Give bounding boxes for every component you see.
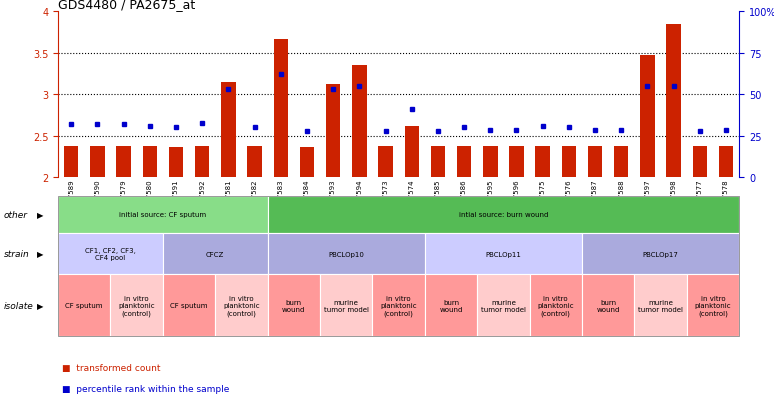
Bar: [483, 146, 498, 178]
Text: CF1, CF2, CF3,
CF4 pool: CF1, CF2, CF3, CF4 pool: [85, 247, 136, 261]
Text: intial source: burn wound: intial source: burn wound: [459, 212, 548, 218]
Text: PBCLOp11: PBCLOp11: [485, 251, 522, 257]
Text: CFCZ: CFCZ: [206, 251, 224, 257]
Bar: [169, 148, 183, 178]
Text: strain: strain: [4, 249, 29, 259]
Bar: [640, 56, 655, 178]
Bar: [221, 83, 235, 178]
Bar: [693, 146, 707, 178]
Text: CF sputum: CF sputum: [170, 303, 207, 309]
Bar: [326, 85, 341, 178]
Text: ■  percentile rank within the sample: ■ percentile rank within the sample: [62, 384, 229, 393]
Bar: [273, 40, 288, 178]
Text: ■  transformed count: ■ transformed count: [62, 363, 160, 373]
Text: murine
tumor model: murine tumor model: [324, 299, 368, 312]
Bar: [430, 146, 445, 178]
Text: in vitro
planktonic
(control): in vitro planktonic (control): [223, 295, 260, 316]
Bar: [352, 66, 367, 178]
Text: ▶: ▶: [37, 249, 43, 259]
Bar: [719, 146, 733, 178]
Bar: [666, 25, 681, 178]
Text: CF sputum: CF sputum: [66, 303, 103, 309]
Text: murine
tumor model: murine tumor model: [481, 299, 526, 312]
Text: in vitro
planktonic
(control): in vitro planktonic (control): [694, 295, 731, 316]
Text: other: other: [4, 210, 28, 219]
Bar: [536, 146, 550, 178]
Bar: [142, 146, 157, 178]
Text: PBCLOp17: PBCLOp17: [642, 251, 679, 257]
Bar: [457, 146, 471, 178]
Bar: [614, 146, 628, 178]
Text: burn
wound: burn wound: [440, 299, 463, 312]
Text: ▶: ▶: [37, 301, 43, 310]
Text: isolate: isolate: [4, 301, 33, 310]
Bar: [562, 146, 576, 178]
Bar: [405, 126, 419, 178]
Bar: [588, 146, 602, 178]
Bar: [90, 146, 104, 178]
Text: in vitro
planktonic
(control): in vitro planktonic (control): [380, 295, 417, 316]
Text: in vitro
planktonic
(control): in vitro planktonic (control): [118, 295, 155, 316]
Text: in vitro
planktonic
(control): in vitro planktonic (control): [537, 295, 574, 316]
Bar: [248, 146, 262, 178]
Text: GDS4480 / PA2675_at: GDS4480 / PA2675_at: [58, 0, 195, 11]
Text: PBCLOp10: PBCLOp10: [328, 251, 364, 257]
Text: ▶: ▶: [37, 210, 43, 219]
Bar: [116, 146, 131, 178]
Text: burn
wound: burn wound: [283, 299, 306, 312]
Text: murine
tumor model: murine tumor model: [638, 299, 683, 312]
Bar: [195, 146, 209, 178]
Text: burn
wound: burn wound: [597, 299, 620, 312]
Bar: [300, 148, 314, 178]
Bar: [509, 146, 524, 178]
Text: initial source: CF sputum: initial source: CF sputum: [119, 212, 207, 218]
Bar: [64, 146, 78, 178]
Bar: [378, 146, 392, 178]
